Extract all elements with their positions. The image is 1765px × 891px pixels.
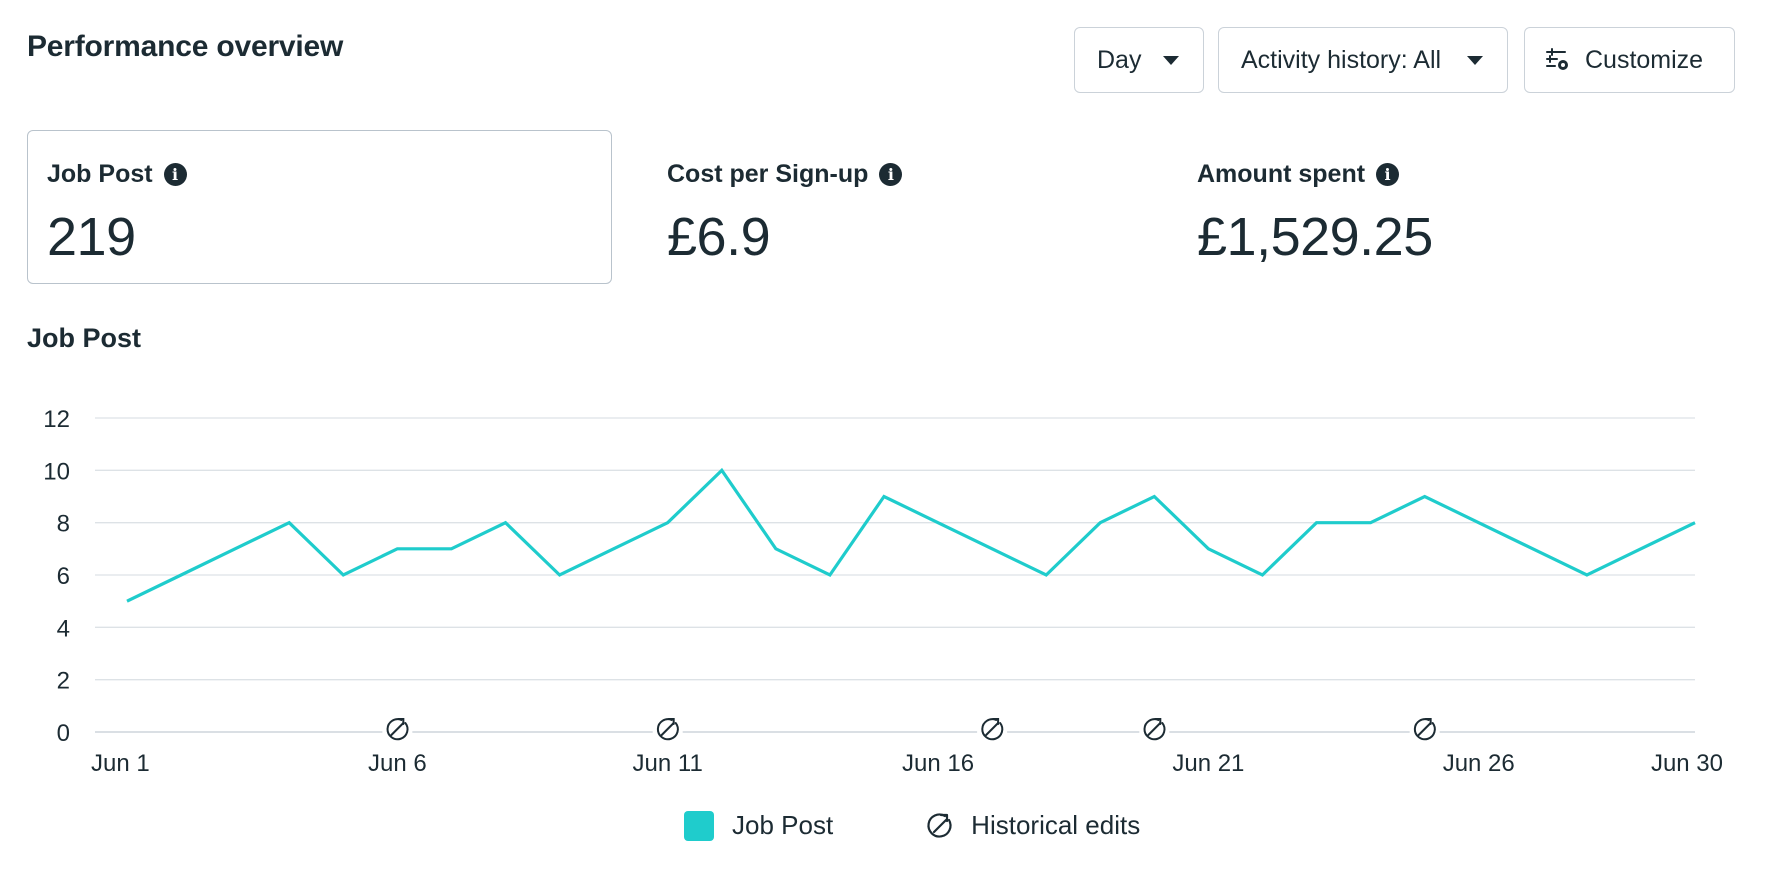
period-dropdown-label: Day: [1097, 45, 1142, 74]
page-title: Performance overview: [27, 30, 344, 63]
x-tick-label: Jun 1: [91, 750, 150, 777]
chart-legend: Job Post Historical edits: [684, 810, 1140, 841]
metric-cost-per-signup[interactable]: Cost per Sign-up i £6.9: [667, 160, 903, 268]
metric-value: £1,529.25: [1197, 207, 1433, 267]
chart-title: Job Post: [27, 323, 142, 353]
series-line-job-post: [126, 467, 1696, 603]
customize-button[interactable]: Customize: [1524, 27, 1735, 93]
historical-edit-icon-slash: [660, 722, 675, 736]
metric-value: 219: [47, 207, 136, 267]
info-icon[interactable]: i: [879, 163, 903, 186]
metric-label: Cost per Sign-up: [667, 160, 869, 188]
metric-label: Job Post: [47, 160, 153, 188]
historical-edit-icon: [1413, 718, 1436, 741]
historical-edit-icon: [1143, 718, 1166, 741]
info-icon[interactable]: i: [163, 163, 187, 186]
sliders-gear-icon: [1546, 48, 1568, 70]
y-tick-label: 2: [57, 668, 70, 695]
legend-label: Historical edits: [971, 810, 1141, 840]
legend-item-job-post[interactable]: Job Post: [684, 810, 833, 841]
x-tick-label: Jun 6: [368, 750, 427, 777]
x-tick-label: Jun 26: [1443, 750, 1515, 777]
x-tick-label: Jun 30: [1651, 750, 1723, 777]
caret-down-icon: [1467, 55, 1483, 65]
metric-job-post[interactable]: Job Post i 219: [47, 160, 187, 268]
historical-edit-icon: [386, 718, 409, 741]
activity-history-label: Activity history: All: [1241, 45, 1442, 74]
legend-item-historical-edits[interactable]: Historical edits: [925, 810, 1140, 841]
y-tick-label: 6: [57, 563, 70, 590]
y-tick-label: 12: [43, 406, 70, 433]
legend-swatch: [684, 810, 714, 841]
y-tick-label: 0: [57, 720, 70, 747]
historical-edit-icon-slash: [1417, 722, 1432, 736]
y-tick-label: 10: [43, 458, 70, 485]
historical-edit-icon: [981, 718, 1004, 741]
metric-amount-spent[interactable]: Amount spent i £1,529.25: [1197, 160, 1433, 268]
caret-down-icon: [1163, 55, 1179, 65]
historical-edit-icon: [927, 812, 952, 838]
activity-history-dropdown[interactable]: Activity history: All: [1218, 27, 1508, 93]
x-tick-label: Jun 21: [1172, 750, 1244, 777]
period-dropdown[interactable]: Day: [1074, 27, 1204, 93]
historical-edit-icon-slash: [985, 722, 1000, 736]
metric-card-selected[interactable]: [27, 130, 612, 284]
metric-label: Amount spent: [1197, 160, 1366, 188]
info-icon[interactable]: i: [1376, 163, 1400, 186]
historical-edit-icon: [656, 718, 679, 741]
historical-edit-icon-slash: [1147, 722, 1162, 736]
y-tick-label: 4: [57, 615, 70, 642]
metric-value: £6.9: [667, 207, 771, 267]
legend-label: Job Post: [732, 810, 834, 840]
x-tick-label: Jun 11: [633, 750, 703, 777]
x-tick-label: Jun 16: [902, 750, 974, 777]
y-tick-label: 8: [57, 511, 70, 538]
customize-label: Customize: [1585, 45, 1704, 74]
historical-edit-icon-slash: [390, 722, 405, 736]
